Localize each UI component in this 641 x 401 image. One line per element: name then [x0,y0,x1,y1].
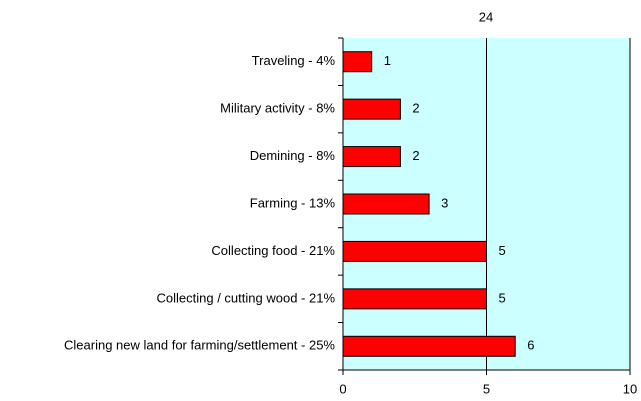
chart-title: 24 [479,9,493,24]
bar [342,146,401,168]
data-label: 6 [527,338,534,353]
data-label: 2 [412,101,419,116]
bar [342,98,401,120]
bar [342,335,516,357]
data-label: 5 [499,290,506,305]
x-tick-label: 5 [483,381,490,396]
y-tick-label: Clearing new land for farming/settlement… [64,338,335,353]
y-tick-label: Farming - 13% [250,195,336,210]
y-tick-label: Traveling - 4% [252,53,336,68]
y-tick-label: Collecting food - 21% [211,243,335,258]
y-tick-label: Collecting / cutting wood - 21% [157,290,336,305]
bar [342,193,430,215]
x-tick-label: 10 [623,381,637,396]
data-label: 5 [499,243,506,258]
bar [342,51,373,73]
bar [342,240,487,262]
y-tick-label: Demining - 8% [250,148,336,163]
data-label: 3 [441,195,448,210]
data-label: 1 [384,53,391,68]
y-tick-label: Military activity - 8% [220,101,335,116]
data-label: 2 [412,148,419,163]
bar [342,288,487,310]
x-tick-label: 0 [339,381,346,396]
